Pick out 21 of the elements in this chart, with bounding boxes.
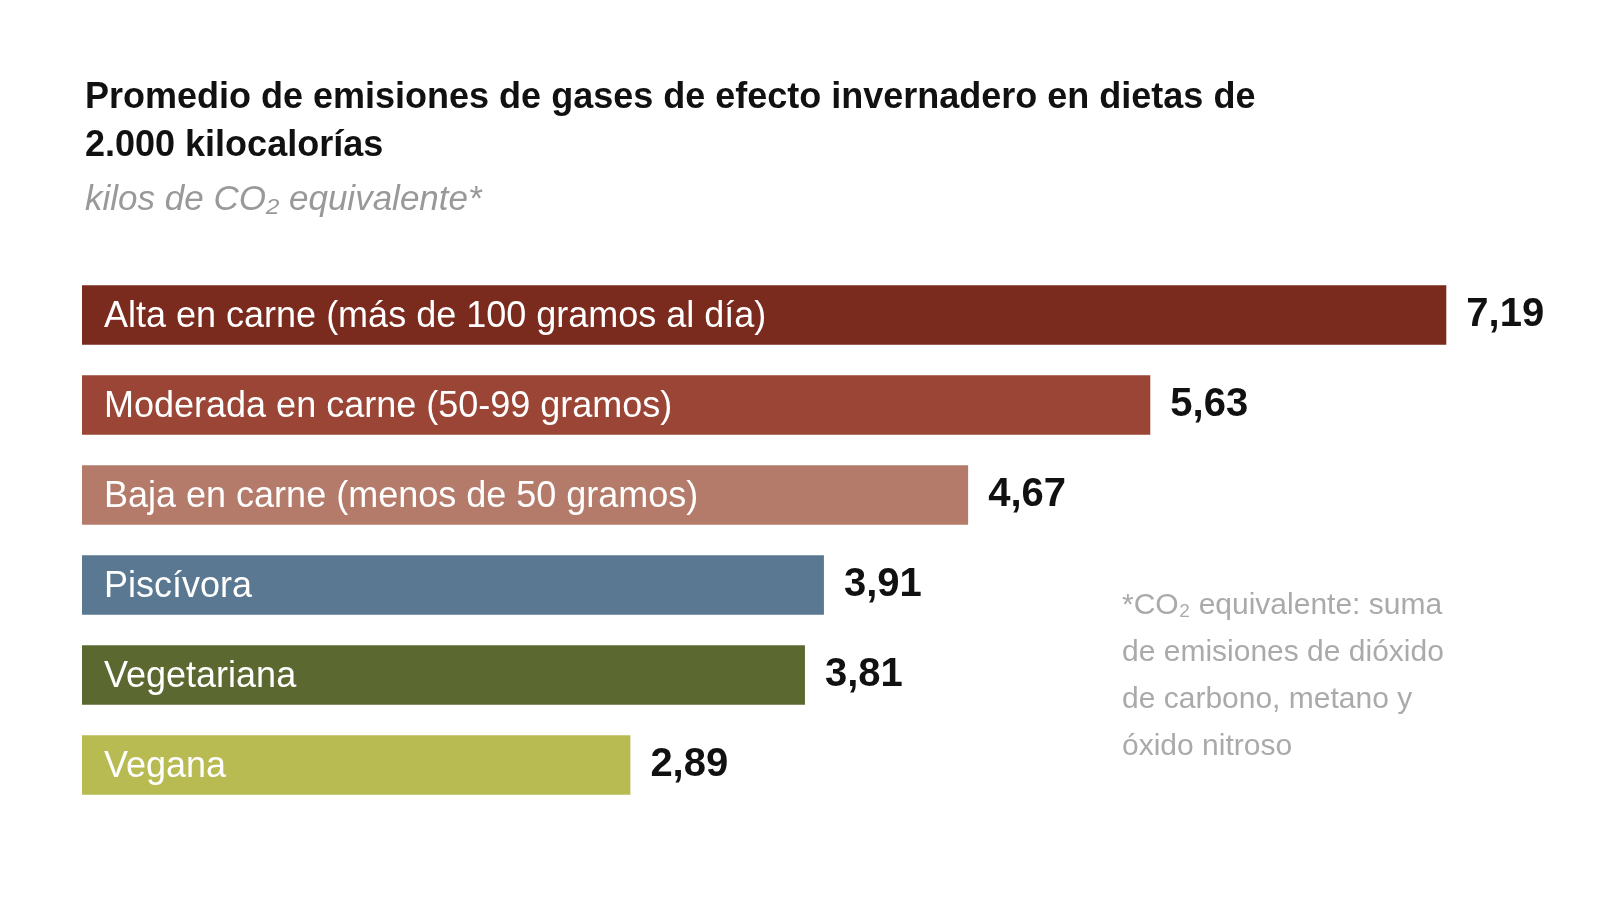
y-tick-label: Baja en carne (menos de 50 gramos) [104,473,699,515]
chart-subtitle: kilos de CO₂ equivalente* [85,178,482,218]
bar [82,375,1151,435]
bar [82,555,824,615]
data-label: 7,19 [1466,290,1545,335]
bar [82,465,969,525]
data-label: 3,81 [824,650,903,695]
y-tick-label: Alta en carne (más de 100 gramos al día) [104,293,767,335]
data-label: 4,67 [988,470,1066,515]
bar [82,645,805,705]
y-tick-label: Vegana [104,743,228,785]
bar [82,735,631,795]
bar [82,285,1447,345]
y-tick-label: Moderada en carne (50-99 gramos) [104,383,673,425]
data-label: 3,91 [843,560,922,605]
y-tick-label: Piscívora [104,563,254,605]
chart-title: Promedio de emisiones de gases de efecto invernadero en dietas de 2.000 kilocalorías [85,74,1257,166]
data-label: 5,63 [1170,380,1249,425]
annotation: *CO₂ equivalente: suma de emisiones de dióxido de carbono, metano y óxido nitroso [1122,586,1445,763]
y-tick-label: Vegetariana [104,653,298,695]
data-label: 2,89 [650,740,729,785]
